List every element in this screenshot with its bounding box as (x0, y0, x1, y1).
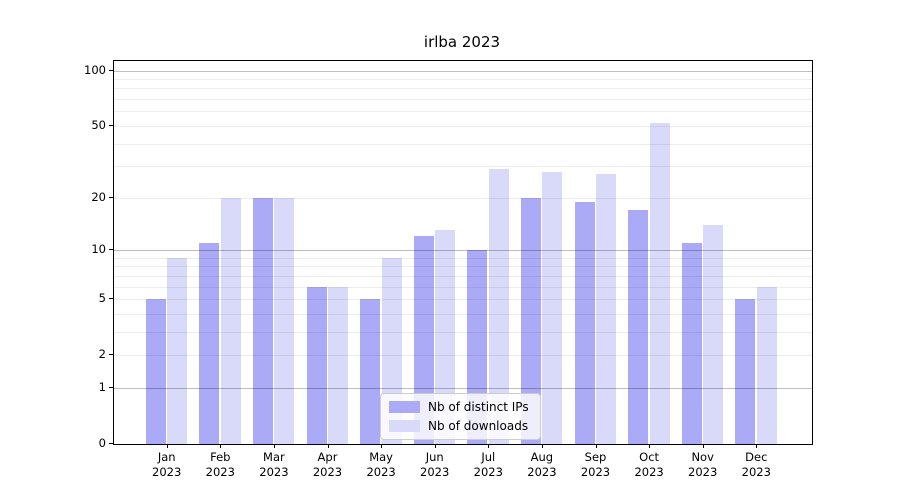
gridline-80 (114, 88, 812, 90)
gridline-60 (114, 111, 812, 113)
bar-downloads-jun (435, 230, 456, 444)
bar-downloads-jan (167, 257, 188, 444)
xtick-label-jun: Jun 2023 (420, 450, 450, 479)
bar-distinct-ips-apr (306, 286, 327, 444)
xtick-label-oct: Oct 2023 (634, 450, 664, 479)
gridline-50 (114, 125, 812, 127)
xtick-label-jul: Jul 2023 (473, 450, 503, 479)
bar-distinct-ips-sep (574, 201, 595, 444)
xtick-mark-dec (756, 444, 758, 448)
gridline-30 (114, 166, 812, 168)
xtick-label-may: May 2023 (366, 450, 396, 479)
ytick-mark-100 (109, 69, 113, 71)
xtick-label-mar: Mar 2023 (259, 450, 289, 479)
xtick-mark-jan (166, 444, 168, 448)
xtick-mark-aug (541, 444, 544, 448)
bar-downloads-oct (649, 122, 670, 444)
ytick-mark-5 (109, 298, 113, 300)
legend-row-distinct-ips: Nb of distinct IPs (389, 399, 529, 415)
ytick-mark-50 (109, 124, 113, 127)
ytick-label-10: 10 (91, 241, 106, 256)
bar-distinct-ips-jan (145, 299, 166, 444)
gridline-6 (114, 286, 812, 288)
xtick-label-jan: Jan 2023 (152, 450, 182, 479)
ytick-label-20: 20 (91, 189, 106, 204)
bar-distinct-ips-may (360, 299, 381, 444)
gridline-3 (114, 331, 812, 333)
ytick-mark-0 (109, 443, 113, 445)
xtick-mark-apr (327, 444, 329, 448)
gridline-4 (114, 313, 812, 315)
ytick-label-100: 100 (84, 62, 106, 77)
xtick-mark-nov (702, 444, 704, 448)
bar-distinct-ips-mar (252, 197, 273, 444)
xtick-label-dec: Dec 2023 (741, 450, 771, 479)
legend-row-downloads: Nb of downloads (389, 418, 529, 434)
plot-area (113, 60, 813, 445)
gridline-70 (114, 99, 812, 101)
ytick-label-2: 2 (98, 347, 106, 362)
ytick-mark-2 (109, 354, 113, 356)
ytick-label-5: 5 (98, 291, 106, 306)
bar-distinct-ips-jun (413, 236, 434, 444)
xtick-mark-jul (488, 444, 490, 448)
gridline-9 (114, 257, 812, 259)
bar-distinct-ips-feb (199, 242, 220, 444)
legend-swatch-distinct-ips (389, 401, 420, 413)
ytick-label-50: 50 (91, 117, 106, 132)
legend: Nb of distinct IPs Nb of downloads (380, 393, 541, 440)
ytick-label-0: 0 (98, 436, 106, 450)
gridline-5 (114, 299, 812, 301)
xtick-mark-jun (434, 444, 436, 448)
xtick-mark-feb (220, 444, 222, 448)
bar-distinct-ips-oct (628, 210, 649, 444)
bar-downloads-jul (488, 168, 509, 444)
bar-downloads-sep (596, 174, 616, 444)
gridline-90 (114, 79, 812, 81)
gridline-10 (114, 249, 812, 251)
bar-distinct-ips-nov (681, 242, 702, 444)
bar-distinct-ips-aug (520, 197, 541, 444)
legend-swatch-downloads (389, 420, 420, 432)
legend-label-distinct-ips: Nb of distinct IPs (428, 400, 529, 414)
bar-downloads-nov (703, 224, 724, 444)
bar-downloads-aug (542, 171, 563, 444)
ytick-mark-10 (109, 248, 113, 251)
xtick-label-nov: Nov 2023 (688, 450, 718, 479)
xtick-mark-may (381, 444, 383, 448)
ytick-mark-20 (109, 196, 113, 198)
bar-downloads-apr (328, 286, 348, 444)
xtick-label-sep: Sep 2023 (580, 450, 611, 479)
xtick-label-feb: Feb 2023 (205, 450, 235, 479)
gridline-1 (114, 387, 812, 389)
xtick-mark-sep (595, 444, 597, 448)
ytick-mark-1 (109, 386, 113, 389)
xtick-mark-oct (649, 444, 651, 448)
legend-label-downloads: Nb of downloads (428, 419, 529, 433)
bar-downloads-feb (220, 197, 241, 444)
xtick-label-apr: Apr 2023 (312, 450, 343, 479)
gridline-100 (114, 70, 812, 72)
ytick-label-1: 1 (98, 379, 106, 394)
xtick-label-aug: Aug 2023 (527, 450, 557, 479)
gridline-2 (114, 355, 812, 357)
gridline-40 (114, 143, 812, 145)
xtick-mark-mar (273, 444, 276, 448)
gridline-8 (114, 266, 812, 268)
bar-downloads-dec (756, 286, 777, 444)
gridline-7 (114, 275, 812, 277)
chart-title: irlba 2023 (423, 33, 501, 51)
bar-downloads-mar (274, 197, 295, 444)
bar-distinct-ips-dec (735, 299, 756, 444)
gridline-20 (114, 197, 812, 199)
